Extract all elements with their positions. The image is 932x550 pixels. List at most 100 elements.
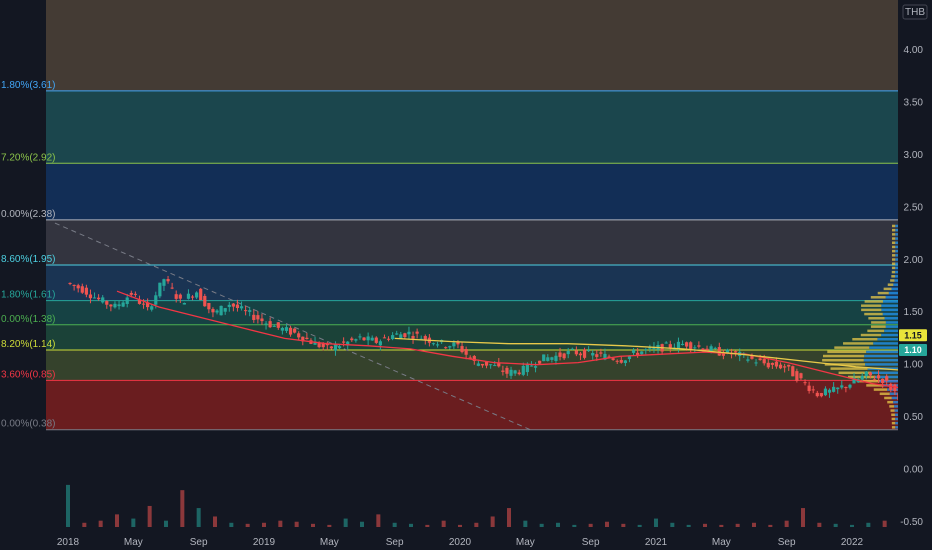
candle-body [774,361,779,367]
candle-body [832,386,836,392]
time-tick-label: May [320,537,339,548]
price-tick-label: -0.50 [900,517,923,528]
candle-body [619,359,623,363]
profile-bar [895,245,898,249]
fib-label: 0.00%(1.38) [1,314,55,325]
candle-body [305,337,309,340]
candle-body [509,369,513,376]
candle-body [783,366,787,368]
candle-body [754,362,758,364]
candle-body [689,342,693,349]
profile-bar [822,354,865,358]
candle-body [815,392,819,397]
candle-body [529,365,534,367]
volume-bar [474,522,479,527]
candle-body [137,299,142,304]
candle-body [141,303,146,305]
candle-body [235,304,240,309]
candle-body [403,333,407,338]
candle-body [640,351,644,355]
time-axis[interactable]: 2018 May Sep 2019 May Sep 2020 May Sep 2021 May Sep… [0,530,932,550]
volume-bar [196,508,201,527]
candle-body [444,347,448,349]
profile-bar [895,228,898,232]
candle-body [746,359,750,361]
candle-body [215,310,219,313]
candle-body [346,341,350,346]
candle-body [562,353,566,359]
profile-bar [861,308,882,312]
volume-bar [654,518,658,527]
candle-body [272,325,276,327]
candle-body [195,292,199,298]
candle-body [154,295,158,305]
profile-bar [870,296,886,299]
candle-body [787,364,791,367]
currency-badge-frame [902,4,928,20]
candle-body [317,343,321,348]
price-axis[interactable]: 4.00 3.50 3.00 2.50 2.00 1.50 1.00 0.50 0.00 -0.5… [898,0,932,550]
candle-body [860,375,864,380]
profile-bar [891,417,896,421]
candle-body [325,343,329,346]
candle-body [293,328,297,333]
candle-body [823,388,828,396]
candle-body [876,375,881,379]
profile-bar [827,350,867,354]
candle-body [489,364,493,366]
candle-body [342,341,346,343]
volume-bar [360,521,364,527]
profile-bar [892,228,896,232]
profile-bar [822,358,864,362]
volume-bar [686,524,691,527]
candle-body [836,387,840,390]
moving-average-line [394,337,932,373]
candle-body [415,331,419,334]
candle-body [264,323,268,325]
candle-body [599,352,603,354]
candle-body [676,341,681,349]
volume-bar [245,523,250,527]
volume-bar [164,520,168,527]
profile-bar [887,388,898,391]
price-tick-label: 1.00 [904,360,924,371]
candle-body [623,360,627,364]
profile-bar [884,317,898,320]
candle-body [505,367,509,374]
candle-body [607,356,611,358]
volume-bar [213,516,217,527]
currency-label: THB [905,7,925,18]
candle-body [587,350,591,352]
candle-body [92,297,97,299]
candle-body [133,293,137,295]
profile-bar [864,354,898,358]
profile-bar [895,237,898,240]
profile-bar [881,333,898,337]
volume-bar [539,523,544,527]
volume-bar [637,524,642,527]
candle-body [452,342,456,347]
time-tick-label: 2018 [57,537,80,548]
fib-label: 7.20%(2.92) [1,152,55,163]
candle-body [770,362,774,365]
candle-body [256,315,260,320]
candle-body [595,354,599,357]
profile-bar [895,241,898,244]
candle-body [497,362,501,367]
candle-body [182,302,186,305]
candle-body [190,296,195,298]
volume-bar [882,520,887,527]
volume-bar [229,522,234,527]
profile-bar [881,308,898,312]
candle-body [170,287,174,289]
candle-body [431,343,436,345]
candle-body [248,310,252,312]
candle-body [121,302,125,307]
volume-bar [458,524,462,527]
profile-bar [895,426,898,429]
currency-badge[interactable]: THB [902,4,928,20]
price-tick-label: 1.50 [904,307,924,318]
profile-bar [891,287,898,291]
candle-body [391,335,395,340]
